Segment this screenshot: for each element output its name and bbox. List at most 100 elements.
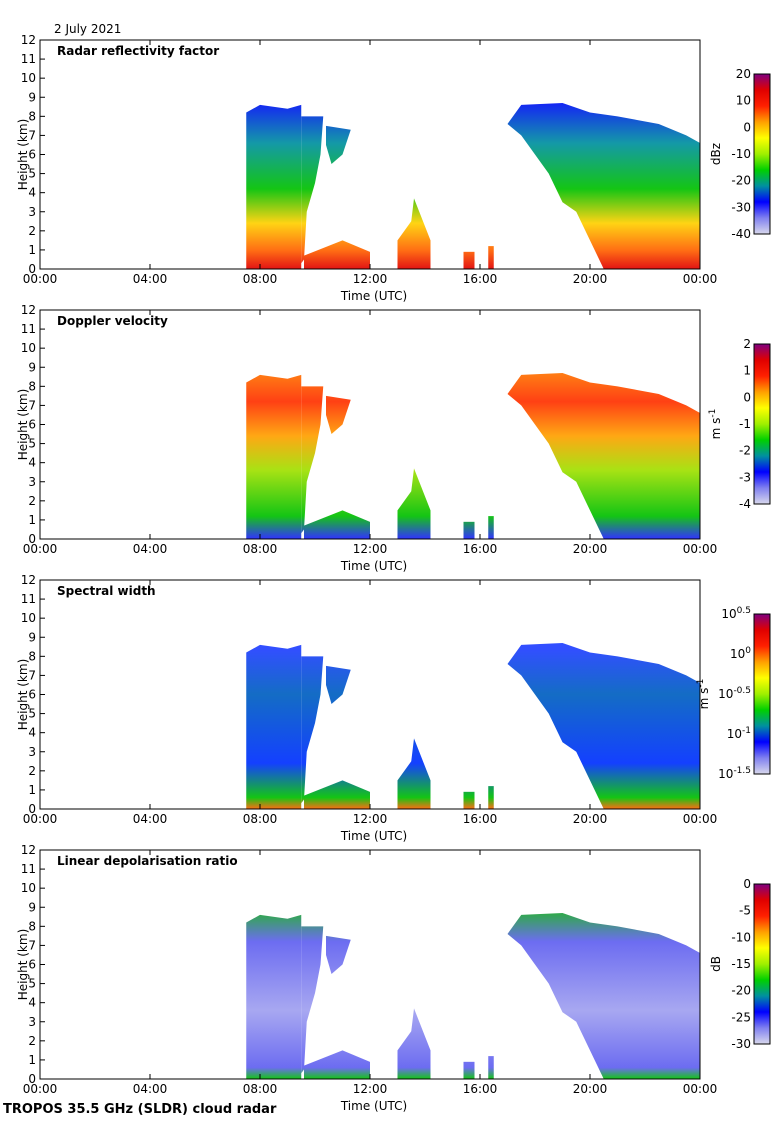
y-tick-label: 0 — [28, 802, 36, 816]
y-tick-label: 10 — [21, 611, 36, 625]
colorbar-tick-label: -10 — [731, 147, 751, 161]
colorbar-tick-label: 100.5 — [721, 606, 751, 621]
y-tick-label: 9 — [28, 360, 36, 374]
y-axis-label: Height (km) — [16, 929, 30, 1000]
echo-region — [463, 521, 475, 539]
y-tick-label: 11 — [21, 592, 36, 606]
echo-region — [463, 251, 475, 269]
y-tick-label: 3 — [28, 205, 36, 219]
colorbar-unit: m s-1 — [708, 409, 723, 440]
echo-region — [326, 665, 351, 705]
colorbar-tick-label: 20 — [736, 67, 751, 81]
x-tick-label: 12:00 — [353, 272, 388, 286]
colorbar-tick-label: 100 — [730, 646, 751, 661]
echo-region — [488, 786, 494, 809]
echo-region — [463, 791, 475, 809]
colorbar-tick-label: 2 — [743, 337, 751, 351]
y-tick-label: 9 — [28, 90, 36, 104]
colorbar-tick-label: 0 — [743, 120, 751, 134]
colorbar-tick-label: -3 — [739, 470, 751, 484]
y-tick-label: 4 — [28, 456, 36, 470]
date-label: 2 July 2021 — [54, 22, 121, 36]
colorbar-unit: dB — [709, 956, 723, 972]
echo-region — [304, 780, 370, 809]
colorbar-tick-label: -1 — [739, 417, 751, 431]
tick-base: 10 — [718, 767, 733, 781]
colorbar-tick-label: -15 — [731, 957, 751, 971]
tick-exponent: -0.5 — [733, 686, 751, 696]
y-tick-label: 3 — [28, 475, 36, 489]
y-tick-label: 5 — [28, 437, 36, 451]
tick-exponent: 0.5 — [737, 606, 751, 616]
y-tick-label: 1 — [28, 1053, 36, 1067]
colorbar-tick-label: -20 — [731, 984, 751, 998]
y-tick-label: 7 — [28, 398, 36, 412]
y-tick-label: 12 — [21, 843, 36, 857]
echo-region — [507, 912, 700, 1079]
x-tick-label: 00:00 — [23, 272, 58, 286]
x-tick-label: 20:00 — [573, 1082, 608, 1096]
colorbar-tick-label: -30 — [731, 200, 751, 214]
y-tick-label: 1 — [28, 243, 36, 257]
x-tick-label: 08:00 — [243, 1082, 278, 1096]
footer-title: TROPOS 35.5 GHz (SLDR) cloud radar — [3, 1102, 277, 1117]
tick-exponent: -1 — [742, 726, 751, 736]
panel-title: Radar reflectivity factor — [57, 44, 219, 58]
x-tick-label: 04:00 — [133, 812, 168, 826]
tick-exponent: 0 — [745, 646, 751, 656]
colorbar-unit: dBz — [709, 143, 723, 165]
colorbar-tick-label: 10-1 — [727, 726, 751, 741]
x-tick-label: 20:00 — [573, 812, 608, 826]
tick-base: 10 — [730, 647, 745, 661]
y-tick-label: 2 — [28, 224, 36, 238]
echo-region — [246, 914, 302, 1079]
x-tick-label: 00:00 — [683, 542, 718, 556]
tick-base: 10 — [727, 727, 742, 741]
x-tick-label: 12:00 — [353, 542, 388, 556]
x-axis-label: Time (UTC) — [340, 1099, 407, 1113]
echo-region — [246, 644, 302, 809]
colorbar-tick-label: -25 — [731, 1010, 751, 1024]
y-axis-label: Height (km) — [16, 389, 30, 460]
y-axis-label: Height (km) — [16, 119, 30, 190]
y-tick-label: 2 — [28, 494, 36, 508]
echo-region — [507, 642, 700, 809]
tick-exponent: -1.5 — [733, 766, 751, 776]
y-tick-label: 8 — [28, 649, 36, 663]
y-tick-label: 6 — [28, 688, 36, 702]
echo-region — [301, 116, 324, 264]
colorbar: 20 10 0 -10 -20 -30 -40 dBz — [709, 67, 771, 241]
x-tick-label: 00:00 — [23, 542, 58, 556]
y-tick-label: 2 — [28, 1034, 36, 1048]
x-tick-label: 00:00 — [23, 1082, 58, 1096]
x-tick-label: 08:00 — [243, 542, 278, 556]
y-tick-label: 12 — [21, 303, 36, 317]
x-tick-label: 00:00 — [683, 812, 718, 826]
echo-region — [488, 516, 494, 539]
echo-region — [397, 1008, 431, 1079]
y-tick-label: 6 — [28, 148, 36, 162]
x-axis-label: Time (UTC) — [340, 559, 407, 573]
y-tick-label: 8 — [28, 379, 36, 393]
y-tick-label: 7 — [28, 128, 36, 142]
colorbar-tick-label: -4 — [739, 497, 751, 511]
colorbar-tick-label: 10-1.5 — [718, 766, 751, 781]
panel-title: Doppler velocity — [57, 314, 168, 328]
y-tick-label: 9 — [28, 900, 36, 914]
x-axis-label: Time (UTC) — [340, 289, 407, 303]
x-tick-label: 16:00 — [463, 812, 498, 826]
colorbar-tick-label: -30 — [731, 1037, 751, 1051]
y-tick-label: 5 — [28, 167, 36, 181]
y-tick-label: 12 — [21, 33, 36, 47]
x-axis-label: Time (UTC) — [340, 829, 407, 843]
y-tick-label: 3 — [28, 745, 36, 759]
x-tick-label: 12:00 — [353, 1082, 388, 1096]
colorbar-tick-label: 10 — [736, 94, 751, 108]
echo-region — [304, 510, 370, 539]
y-tick-label: 11 — [21, 322, 36, 336]
y-tick-label: 5 — [28, 977, 36, 991]
